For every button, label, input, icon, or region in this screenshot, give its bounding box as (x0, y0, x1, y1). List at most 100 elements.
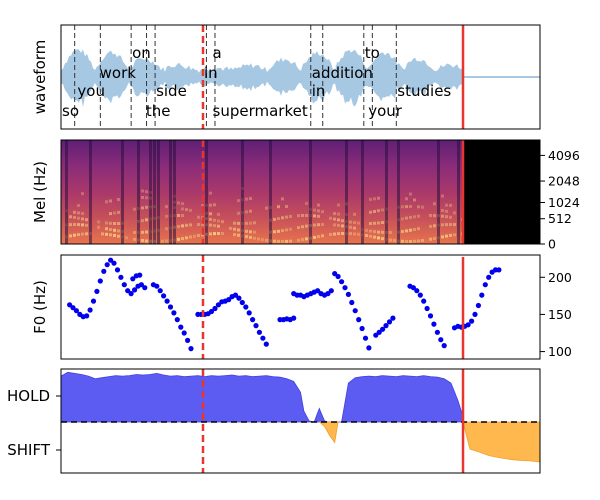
f0-point (441, 343, 447, 349)
mel-gap (157, 140, 160, 244)
word-label: work (100, 64, 137, 82)
mel-harmonic (369, 210, 372, 214)
mel-harmonic (73, 233, 76, 237)
mel-harmonic (373, 210, 376, 213)
f0-point (373, 332, 379, 338)
mel-gap (269, 140, 272, 244)
f0-point (121, 282, 127, 288)
f0-point (469, 318, 475, 324)
f0-point (111, 260, 117, 266)
mel-harmonic (201, 204, 204, 207)
mel-harmonic (333, 212, 336, 216)
mel-harmonic (77, 233, 80, 237)
mel-harmonic (297, 226, 300, 230)
mel-harmonic (117, 234, 120, 238)
f0-ylabel: F0 (Hz) (31, 280, 49, 334)
mel-harmonic (285, 215, 288, 219)
mel-harmonic (109, 228, 112, 231)
mel-harmonic (421, 205, 424, 209)
f0-point (232, 292, 239, 298)
mel-gap (205, 140, 208, 244)
f0-point (215, 302, 221, 308)
mel-harmonic (365, 234, 368, 238)
f0-point (108, 257, 114, 263)
mel-harmonic (413, 239, 416, 243)
mel-harmonic (109, 221, 112, 225)
f0-point (431, 321, 437, 327)
f0-point (164, 298, 170, 304)
f0-tick-label: 100 (548, 344, 572, 359)
mel-harmonic (165, 239, 168, 243)
mel-harmonic (449, 203, 452, 207)
waveform-plot: soyouworkonthesideinasupermarketinadditi… (61, 25, 540, 129)
mel-harmonic (433, 202, 436, 206)
mel-harmonic (73, 215, 76, 219)
mel-ylabel: Mel (Hz) (31, 161, 49, 223)
mel-harmonic (209, 203, 212, 207)
f0-point (472, 311, 478, 317)
mel-harmonic (237, 211, 240, 215)
mel-harmonic (389, 238, 392, 242)
mel-harmonic (401, 217, 404, 221)
mel-harmonic (373, 197, 376, 201)
mel-harmonic (105, 221, 108, 225)
mel-harmonic (221, 220, 224, 224)
mel-harmonic (353, 232, 356, 236)
mel-harmonic (305, 224, 308, 228)
f0-point (479, 292, 485, 298)
f0-point (226, 297, 232, 303)
shift-area (462, 421, 540, 463)
mel-harmonic (265, 206, 268, 210)
f0-point (256, 329, 262, 335)
mel-harmonic (237, 233, 240, 237)
f0-y-ticks: 100 150 200 (540, 270, 572, 359)
mel-harmonic (369, 229, 372, 233)
waveform-ylabel: waveform (31, 40, 49, 115)
word-label: you (77, 82, 105, 100)
mel-harmonic (441, 194, 444, 198)
f0-point (142, 285, 148, 291)
f0-point (67, 302, 73, 308)
mel-tick-label: 4096 (548, 148, 580, 163)
mel-harmonic (369, 234, 372, 238)
mel-harmonic (177, 237, 180, 241)
mel-harmonic (77, 204, 80, 207)
mel-harmonic (381, 221, 384, 224)
f0-point (208, 308, 215, 315)
f0-point (475, 302, 481, 309)
mel-harmonic (77, 216, 80, 220)
f0-point (342, 285, 348, 291)
mel-harmonic (329, 233, 332, 236)
mel-harmonic (253, 236, 256, 240)
f0-point (383, 323, 389, 329)
mel-harmonic (249, 209, 252, 213)
mel-harmonic (181, 224, 184, 228)
f0-point (161, 293, 167, 299)
mel-harmonic (237, 199, 240, 203)
f0-point (410, 285, 416, 291)
mel-harmonic (409, 192, 412, 196)
mel-harmonic (401, 205, 404, 209)
mel-harmonic (125, 236, 128, 240)
mel-harmonic (313, 235, 316, 239)
mel-harmonic (209, 191, 212, 195)
mel-harmonic (429, 237, 432, 241)
mel-harmonic (273, 217, 276, 221)
mel-tick-label: 2048 (548, 174, 580, 189)
mel-harmonic (289, 239, 292, 243)
mel-harmonic (441, 214, 444, 218)
mel-harmonic (281, 216, 284, 220)
f0-point (132, 287, 138, 293)
mel-harmonic (297, 238, 300, 242)
mel-harmonic (217, 232, 220, 235)
mel-harmonic (141, 239, 144, 242)
mel-harmonic (213, 224, 216, 228)
f0-point (427, 313, 434, 319)
mel-harmonic (177, 201, 180, 205)
mel-harmonic (133, 207, 136, 211)
mel-harmonic (145, 205, 148, 209)
mel-harmonic (405, 197, 408, 201)
mel-harmonic (113, 228, 116, 232)
mel-harmonic (417, 214, 420, 218)
